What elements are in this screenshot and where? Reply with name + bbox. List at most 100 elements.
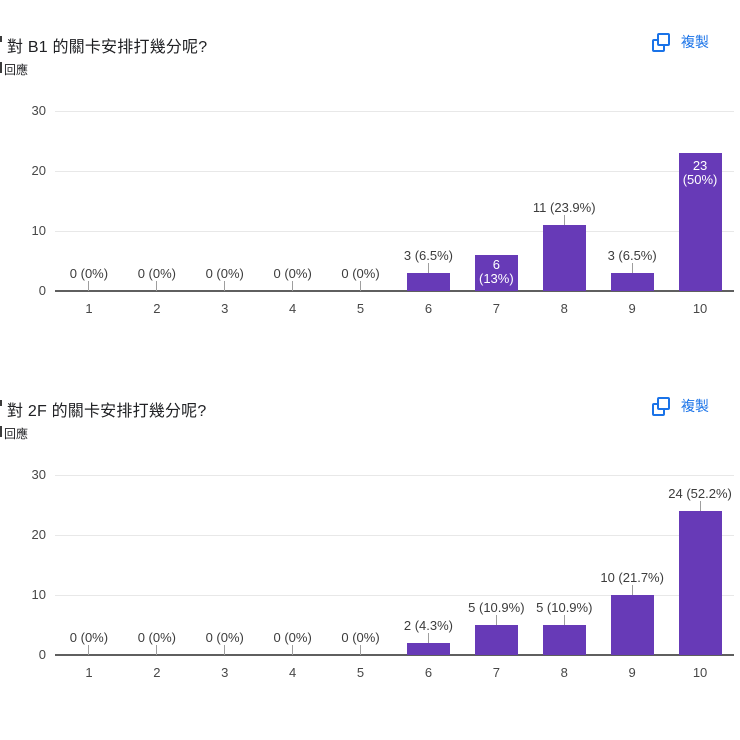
gridline	[55, 475, 734, 476]
bar-value-label: 2 (4.3%)	[403, 618, 453, 633]
responses-label: 回應	[4, 63, 29, 77]
label-stem	[563, 615, 565, 625]
y-tick-label: 0	[38, 283, 46, 298]
x-tick-label: 8	[560, 665, 568, 680]
clipped-text-fragment	[0, 62, 2, 73]
gridline	[55, 595, 734, 596]
bar	[542, 225, 586, 291]
bar-value-label: 6 (13%)	[479, 257, 514, 286]
x-tick-label: 2	[153, 665, 161, 680]
bar-value-label: 0 (0%)	[137, 630, 176, 645]
x-tick-label: 1	[85, 301, 93, 316]
bar-value-label: 0 (0%)	[69, 630, 109, 645]
label-stem	[427, 263, 429, 273]
label-stem	[631, 585, 633, 595]
bar-value-label: 0 (0%)	[69, 266, 109, 281]
label-stem	[360, 645, 362, 655]
bar-value-label: 0 (0%)	[205, 630, 244, 645]
x-tick-label: 10	[692, 665, 708, 680]
bar-value-label: 23 (50%)	[682, 158, 718, 187]
bar	[406, 273, 450, 291]
x-tick-label: 7	[492, 665, 500, 680]
responses-label: 回應	[4, 427, 29, 441]
clipped-text-fragment	[0, 400, 2, 406]
copy-button-label: 複製	[681, 398, 709, 414]
clipped-text-fragment	[0, 36, 2, 42]
bar-value-label: 3 (6.5%)	[607, 248, 657, 263]
x-tick-label: 3	[221, 665, 229, 680]
label-stem	[631, 263, 633, 273]
label-stem	[292, 645, 294, 655]
label-stem	[699, 501, 701, 511]
label-stem	[563, 215, 565, 225]
bar	[678, 153, 722, 291]
bar	[542, 625, 586, 655]
bar	[474, 255, 518, 291]
x-axis-line	[55, 654, 734, 656]
y-tick-label: 20	[31, 163, 46, 178]
label-stem	[156, 645, 158, 655]
label-stem	[292, 281, 294, 291]
question-block-2f: 對 2F 的關卡安排打幾分呢? 複製 回應 0 10 20 30 0 (0%) 1 0 (0…	[0, 364, 740, 704]
gridline	[55, 171, 734, 172]
copy-icon	[652, 32, 670, 52]
label-stem	[224, 281, 226, 291]
label-stem	[224, 645, 226, 655]
copy-icon	[652, 396, 670, 416]
label-stem	[495, 615, 497, 625]
bar-value-label: 5 (10.9%)	[536, 600, 593, 615]
label-stem	[88, 645, 90, 655]
copy-button[interactable]: 複製	[648, 28, 713, 56]
x-tick-label: 3	[221, 301, 229, 316]
x-tick-label: 6	[424, 665, 433, 680]
x-tick-label: 5	[356, 665, 365, 680]
bar	[610, 273, 654, 291]
bar-value-label: 0 (0%)	[273, 266, 312, 281]
clipped-text-fragment	[0, 426, 2, 437]
bar-value-label: 0 (0%)	[273, 630, 312, 645]
question-title: 對 2F 的關卡安排打幾分呢?	[7, 403, 207, 420]
x-tick-label: 2	[153, 301, 161, 316]
y-tick-label: 30	[31, 467, 46, 482]
x-tick-label: 1	[85, 665, 93, 680]
x-tick-label: 10	[692, 301, 708, 316]
question-title: 對 B1 的關卡安排打幾分呢?	[7, 39, 208, 56]
x-tick-label: 5	[356, 301, 365, 316]
label-stem	[427, 633, 429, 643]
y-tick-label: 30	[31, 103, 46, 118]
bar	[678, 511, 722, 655]
x-axis-line	[55, 290, 734, 292]
bar-value-label: 24 (52.2%)	[668, 486, 732, 501]
x-tick-label: 4	[289, 665, 297, 680]
bar-value-label: 10 (21.7%)	[600, 570, 664, 585]
y-tick-label: 20	[31, 527, 46, 542]
x-tick-label: 9	[628, 665, 636, 680]
label-stem	[88, 281, 90, 291]
bar-chart: 0 10 20 30 0 (0%) 1 0 (0%) 2 0 (0%) 3 0 (0%) 4 0 (0%…	[0, 103, 740, 326]
y-tick-label: 0	[38, 647, 46, 662]
y-tick-label: 10	[31, 587, 46, 602]
bar	[610, 595, 654, 655]
bar-value-label: 0 (0%)	[341, 630, 380, 645]
label-stem	[360, 281, 362, 291]
bar-value-label: 3 (6.5%)	[403, 248, 453, 263]
copy-button-label: 複製	[681, 34, 709, 50]
gridline	[55, 535, 734, 536]
x-tick-label: 4	[289, 301, 297, 316]
label-stem	[156, 281, 158, 291]
bar-value-label: 0 (0%)	[341, 266, 380, 281]
bar-value-label: 11 (23.9%)	[532, 200, 596, 215]
bar-value-label: 0 (0%)	[205, 266, 244, 281]
bar-value-label: 5 (10.9%)	[468, 600, 525, 615]
bar-value-label: 0 (0%)	[137, 266, 176, 281]
copy-button[interactable]: 複製	[648, 392, 713, 420]
x-tick-label: 9	[628, 301, 636, 316]
gridline	[55, 111, 734, 112]
bar	[406, 643, 450, 655]
bar-chart: 0 10 20 30 0 (0%) 1 0 (0%) 2 0 (0%) 3 0 (0%) 4 0 (0%…	[0, 467, 740, 690]
x-tick-label: 7	[492, 301, 500, 316]
x-tick-label: 6	[424, 301, 433, 316]
x-tick-label: 8	[560, 301, 568, 316]
question-block-b1: 對 B1 的關卡安排打幾分呢? 複製 回應 0 10 20 30 0 (0%) 1 0 (0…	[0, 0, 740, 340]
